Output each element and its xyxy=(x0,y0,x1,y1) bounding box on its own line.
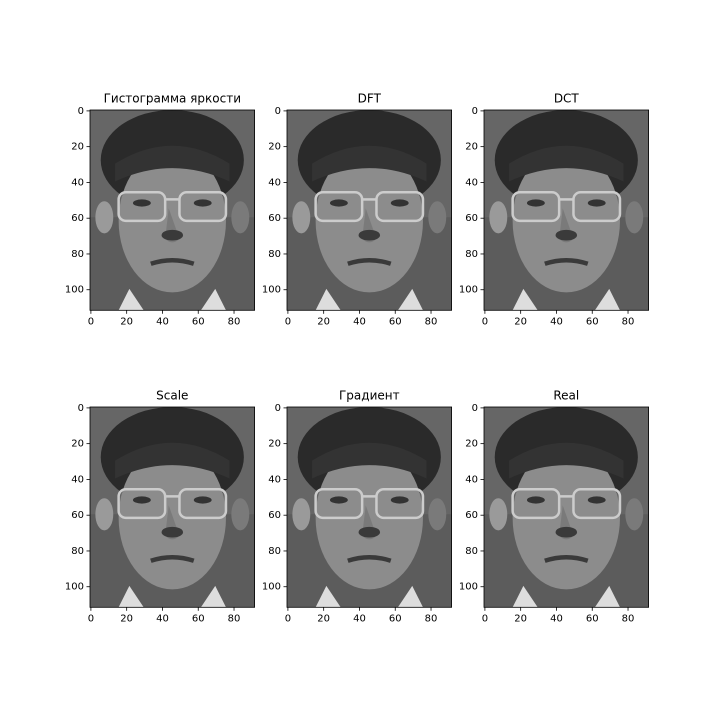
face-image xyxy=(484,110,649,310)
y-tick-label: 40 xyxy=(71,177,84,188)
x-tick-label: 20 xyxy=(120,613,133,624)
y-tick-label: 40 xyxy=(71,474,84,485)
y-tick-label: 0 xyxy=(472,403,478,414)
x-tick-label: 20 xyxy=(514,613,527,624)
x-tick-label: 20 xyxy=(317,316,330,327)
x-tick-label: 0 xyxy=(482,613,488,624)
x-tick-label: 80 xyxy=(622,316,635,327)
subplot-title: Градиент xyxy=(339,389,400,403)
y-tick-label: 80 xyxy=(268,249,281,260)
axes-frame xyxy=(483,109,650,311)
axes-frame xyxy=(286,109,453,311)
y-tick-label: 20 xyxy=(268,439,281,450)
x-tick-label: 80 xyxy=(228,613,241,624)
y-tick-label: 100 xyxy=(262,582,281,593)
y-tick-label: 100 xyxy=(65,582,84,593)
x-tick-label: 0 xyxy=(88,613,94,624)
y-tick-label: 80 xyxy=(268,546,281,557)
y-tick-label: 60 xyxy=(71,213,84,224)
face-image xyxy=(484,407,649,607)
x-tick-label: 40 xyxy=(353,613,366,624)
x-tick-label: 0 xyxy=(88,316,94,327)
face-image xyxy=(287,407,452,607)
y-tick-label: 0 xyxy=(472,106,478,117)
y-tick-label: 100 xyxy=(65,285,84,296)
y-tick-label: 20 xyxy=(268,142,281,153)
y-tick-label: 100 xyxy=(262,285,281,296)
y-tick-label: 100 xyxy=(459,582,478,593)
subplot-title: Гистограмма яркости xyxy=(104,92,241,106)
x-tick-label: 40 xyxy=(156,613,169,624)
x-tick-label: 20 xyxy=(317,613,330,624)
x-tick-label: 60 xyxy=(586,613,599,624)
y-tick-label: 40 xyxy=(465,474,478,485)
x-tick-label: 0 xyxy=(285,613,291,624)
x-tick-label: 40 xyxy=(550,316,563,327)
y-tick-label: 20 xyxy=(465,142,478,153)
y-tick-label: 80 xyxy=(71,546,84,557)
x-tick-label: 0 xyxy=(285,316,291,327)
y-tick-label: 80 xyxy=(465,546,478,557)
x-tick-label: 80 xyxy=(425,613,438,624)
subplot-title: DCT xyxy=(554,92,580,106)
x-tick-label: 40 xyxy=(353,316,366,327)
axes-frame xyxy=(89,109,256,311)
y-tick-label: 40 xyxy=(268,177,281,188)
y-tick-label: 0 xyxy=(275,106,281,117)
face-image xyxy=(287,110,452,310)
x-tick-label: 40 xyxy=(550,613,563,624)
x-tick-label: 60 xyxy=(192,316,205,327)
y-tick-label: 80 xyxy=(71,249,84,260)
x-tick-label: 60 xyxy=(389,316,402,327)
x-tick-label: 80 xyxy=(228,316,241,327)
y-tick-label: 0 xyxy=(78,106,84,117)
subplot-title: Scale xyxy=(156,389,188,403)
x-tick-label: 60 xyxy=(389,613,402,624)
x-tick-label: 80 xyxy=(425,316,438,327)
y-tick-label: 20 xyxy=(71,439,84,450)
face-image xyxy=(90,110,255,310)
face-image xyxy=(90,407,255,607)
y-tick-label: 60 xyxy=(71,510,84,521)
y-tick-label: 60 xyxy=(268,213,281,224)
subplot-title: Real xyxy=(553,389,579,403)
y-tick-label: 40 xyxy=(268,474,281,485)
axes-frame xyxy=(286,406,453,608)
y-tick-label: 0 xyxy=(78,403,84,414)
x-tick-label: 20 xyxy=(514,316,527,327)
y-tick-label: 20 xyxy=(71,142,84,153)
y-tick-label: 80 xyxy=(465,249,478,260)
y-tick-label: 0 xyxy=(275,403,281,414)
x-tick-label: 20 xyxy=(120,316,133,327)
x-tick-label: 80 xyxy=(622,613,635,624)
x-tick-label: 0 xyxy=(482,316,488,327)
y-tick-label: 60 xyxy=(465,213,478,224)
x-tick-label: 60 xyxy=(192,613,205,624)
y-tick-label: 100 xyxy=(459,285,478,296)
x-tick-label: 40 xyxy=(156,316,169,327)
y-tick-label: 20 xyxy=(465,439,478,450)
x-tick-label: 60 xyxy=(586,316,599,327)
y-tick-label: 60 xyxy=(465,510,478,521)
y-tick-label: 40 xyxy=(465,177,478,188)
subplot-title: DFT xyxy=(358,92,382,106)
y-tick-label: 60 xyxy=(268,510,281,521)
axes-frame xyxy=(89,406,256,608)
axes-frame xyxy=(483,406,650,608)
